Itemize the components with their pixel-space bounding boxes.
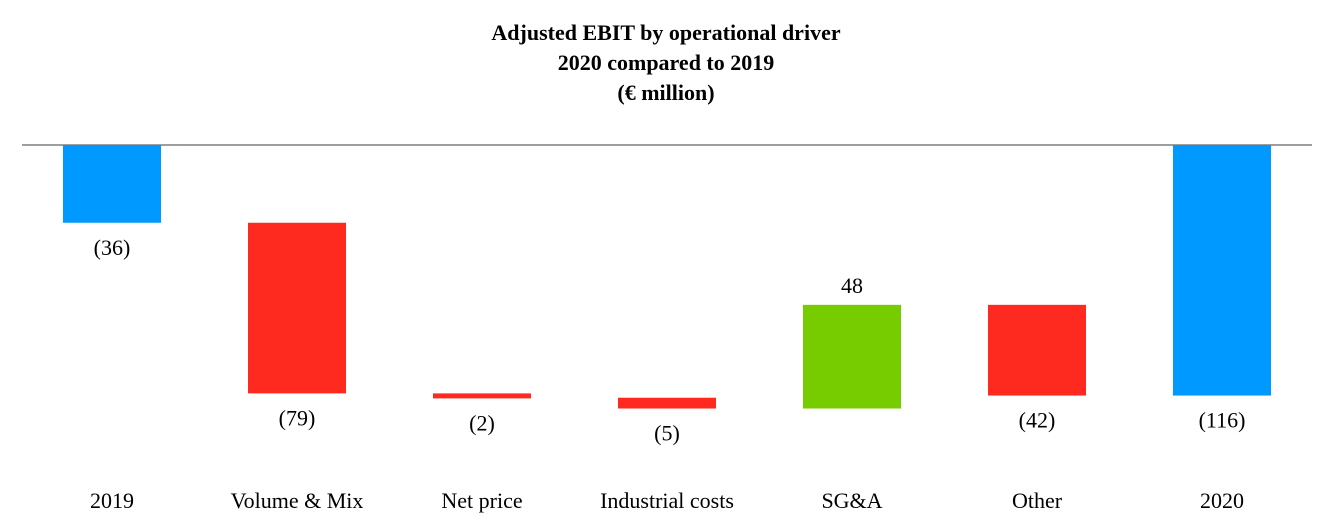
category-label-2019: 2019	[90, 488, 134, 513]
category-label-2020: 2020	[1200, 488, 1244, 513]
bars-group	[63, 145, 1271, 409]
chart-title-block: Adjusted EBIT by operational driver 2020…	[0, 18, 1332, 108]
value-label-net-price: (2)	[469, 410, 495, 435]
value-label-industrial-costs: (5)	[654, 421, 680, 446]
bar-net-price	[433, 393, 531, 399]
bar-industrial-costs	[618, 397, 716, 409]
bar-2020	[1173, 145, 1271, 396]
value-labels-group: (36) (79) (2) (5) 48 (42) (116)	[94, 235, 1246, 446]
value-label-other: (42)	[1019, 408, 1056, 433]
category-label-industrial-costs: Industrial costs	[600, 488, 734, 513]
value-label-volume-and-mix: (79)	[279, 405, 316, 430]
bar-other	[988, 304, 1086, 396]
bar-sganda	[803, 304, 901, 409]
bar-2019	[63, 145, 161, 223]
chart-subtitle: 2020 compared to 2019	[557, 50, 775, 75]
value-label-sganda: 48	[841, 273, 863, 298]
category-labels-group: 2019 Volume & Mix Net price Industrial cost…	[90, 488, 1244, 513]
category-label-net-price: Net price	[441, 488, 522, 513]
value-label-2020: (116)	[1199, 408, 1246, 433]
bar-volume-and-mix	[248, 222, 346, 394]
chart-title: Adjusted EBIT by operational driver	[491, 20, 841, 45]
category-label-volume-and-mix: Volume & Mix	[231, 488, 364, 513]
category-label-other: Other	[1012, 488, 1063, 513]
value-label-2019: (36)	[94, 235, 131, 260]
category-label-sganda: SG&A	[821, 488, 882, 513]
chart-unit-label: (€ million)	[617, 80, 715, 105]
